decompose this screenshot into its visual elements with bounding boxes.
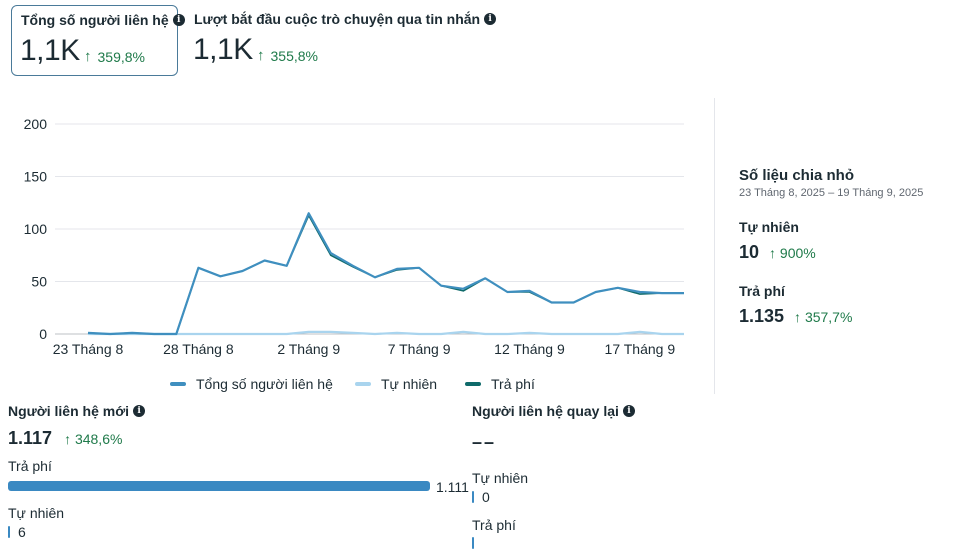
new-contacts-organic-bar xyxy=(8,526,10,538)
arrow-up-icon: ↑ xyxy=(794,308,802,325)
info-icon[interactable]: i xyxy=(172,14,185,26)
arrow-up-icon: ↑ xyxy=(769,244,777,261)
legend-item-paid[interactable]: Trả phí xyxy=(465,376,535,392)
metric-card-conversations[interactable]: Lượt bắt đầu cuộc trò chuyện qua tin nhắ… xyxy=(185,5,497,76)
new-contacts-title: Người liên hệ mới i xyxy=(8,403,146,419)
y-tick-label: 0 xyxy=(39,326,47,342)
arrow-up-icon: ↑ xyxy=(64,430,72,447)
returning-contacts-value: –– xyxy=(472,432,497,452)
metric-label: Tổng số người liên hệ i xyxy=(21,12,185,28)
info-icon[interactable]: i xyxy=(484,13,497,25)
metric-title: Tổng số người liên hệ xyxy=(21,12,169,28)
metric-value: 1,1K xyxy=(193,33,253,66)
new-contacts-organic-value: 6 xyxy=(18,524,26,540)
info-icon[interactable]: i xyxy=(622,405,635,417)
metric-card-total-contacts[interactable]: Tổng số người liên hệ i 1,1K ↑ 359,8% xyxy=(11,5,185,76)
new-contacts-value: 1.117 xyxy=(8,428,53,448)
series-line-paid xyxy=(87,214,684,335)
legend-item-total[interactable]: Tổng số người liên hệ xyxy=(170,376,333,392)
y-tick-label: 150 xyxy=(24,169,48,185)
x-tick-label: 2 Tháng 9 xyxy=(277,341,340,357)
legend-swatch xyxy=(465,382,481,386)
breakdown-organic: 10 ↑ 900% xyxy=(739,242,816,262)
new-contacts-paid-bar xyxy=(8,481,430,491)
metric-delta: ↑ 359,8% xyxy=(84,48,145,65)
returning-contacts-paid-label: Trả phí xyxy=(472,517,516,533)
breakdown-paid-label: Trả phí xyxy=(739,283,785,299)
returning-contacts-paid-bar xyxy=(472,537,474,549)
returning-contacts-organic-label: Tự nhiên xyxy=(472,470,529,486)
divider xyxy=(714,98,715,394)
y-tick-label: 50 xyxy=(31,274,47,290)
metric-label: Lượt bắt đầu cuộc trò chuyện qua tin nhắ… xyxy=(194,11,497,27)
y-tick-label: 200 xyxy=(24,116,48,132)
series-line-organic xyxy=(88,330,684,336)
breakdown-paid: 1.135 ↑ 357,7% xyxy=(739,306,853,326)
metric-delta: ↑ 355,8% xyxy=(257,47,318,64)
x-tick-label: 28 Tháng 8 xyxy=(163,341,234,357)
breakdown-organic-label: Tự nhiên xyxy=(739,219,799,235)
breakdown-title: Số liệu chia nhỏ xyxy=(739,167,855,184)
arrow-up-icon: ↑ xyxy=(84,48,92,65)
metric-value: 1,1K xyxy=(20,34,80,67)
returning-contacts-organic-bar xyxy=(472,491,474,503)
returning-contacts-title: Người liên hệ quay lại i xyxy=(472,403,635,419)
legend-swatch xyxy=(170,382,186,386)
new-contacts-organic-label: Tự nhiên xyxy=(8,505,65,521)
legend-swatch xyxy=(355,382,371,386)
info-icon[interactable]: i xyxy=(133,405,146,417)
arrow-up-icon: ↑ xyxy=(257,47,265,64)
x-tick-label: 17 Tháng 9 xyxy=(605,341,676,357)
returning-contacts-organic-value: 0 xyxy=(482,489,490,505)
line-chart: 200 150 100 50 0 23 Tháng 8 28 Tháng 8 2 Tháng … xyxy=(24,116,684,357)
x-tick-label: 7 Tháng 9 xyxy=(388,341,451,357)
new-contacts-paid-value: 1.111 xyxy=(436,479,469,495)
x-tick-label: 12 Tháng 9 xyxy=(494,341,565,357)
breakdown-date-range: 23 Tháng 8, 2025 – 19 Tháng 9, 2025 xyxy=(739,187,924,199)
new-contacts-paid-label: Trả phí xyxy=(8,458,52,474)
y-tick-label: 100 xyxy=(24,221,48,237)
new-contacts-summary: 1.117 ↑ 348,6% xyxy=(8,428,123,448)
metric-title: Lượt bắt đầu cuộc trò chuyện qua tin nhắ… xyxy=(194,11,481,27)
series-line-total xyxy=(87,212,684,336)
legend-item-organic[interactable]: Tự nhiên xyxy=(355,376,437,392)
x-tick-label: 23 Tháng 8 xyxy=(53,341,124,357)
